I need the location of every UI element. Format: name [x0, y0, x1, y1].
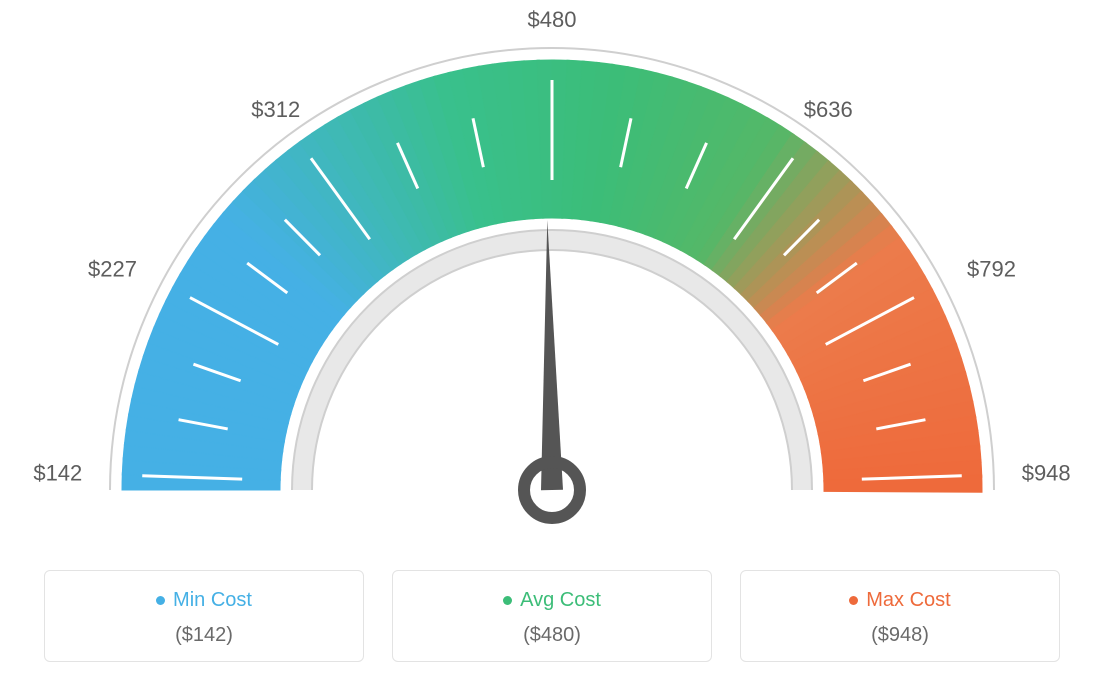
legend-label: Min Cost: [156, 589, 252, 612]
legend-label-text: Avg Cost: [520, 589, 601, 612]
tick-label: $312: [251, 97, 300, 122]
tick-label: $636: [804, 97, 853, 122]
legend-label-text: Min Cost: [173, 589, 252, 612]
legend-dot-icon: [156, 596, 165, 605]
tick-label: $480: [528, 7, 577, 32]
legend-label: Max Cost: [849, 589, 950, 612]
legend-label: Avg Cost: [503, 589, 601, 612]
tick-label: $227: [88, 256, 137, 281]
legend-box: Min Cost ($142): [44, 570, 364, 662]
gauge-svg: $142 $227 $312 $480 $636 $792 $948: [0, 0, 1104, 560]
tick-label: $142: [33, 461, 82, 486]
tick-label: $948: [1022, 461, 1071, 486]
legend-dot-icon: [849, 596, 858, 605]
legend-box: Avg Cost ($480): [392, 570, 712, 662]
legend-value: ($142): [55, 624, 353, 647]
gauge-needle: [541, 220, 563, 490]
legend-label-text: Max Cost: [866, 589, 950, 612]
gauge-chart: $142 $227 $312 $480 $636 $792 $948: [0, 0, 1104, 560]
legend-box: Max Cost ($948): [740, 570, 1060, 662]
legend-dot-icon: [503, 596, 512, 605]
legend-value: ($948): [751, 624, 1049, 647]
legend-row: Min Cost ($142) Avg Cost ($480) Max Cost ($94…: [0, 570, 1104, 662]
legend-value: ($480): [403, 624, 701, 647]
tick-label: $792: [967, 256, 1016, 281]
